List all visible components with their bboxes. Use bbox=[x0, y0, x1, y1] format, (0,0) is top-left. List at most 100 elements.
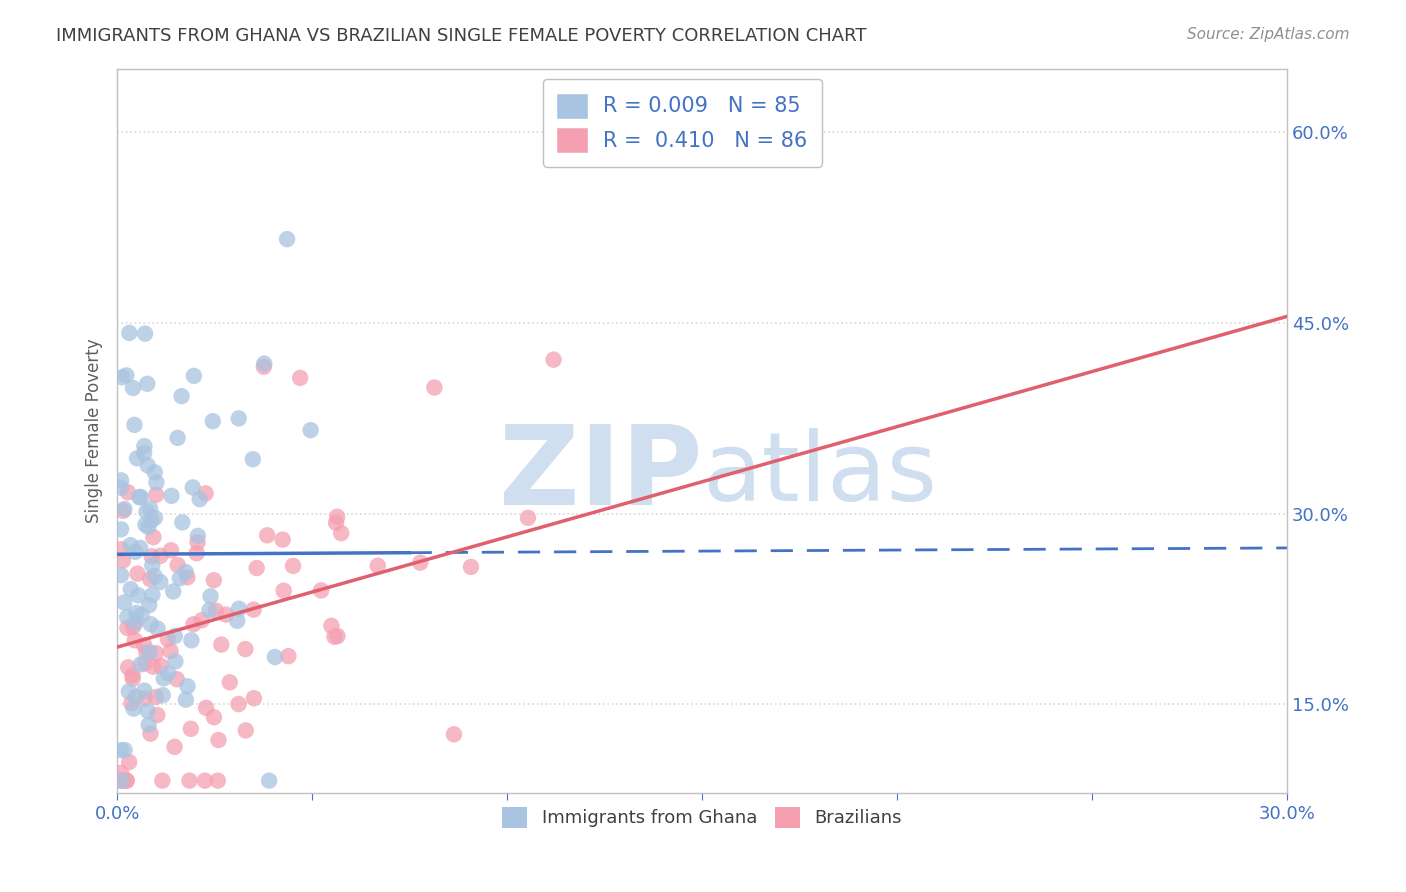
Point bbox=[141, 549, 163, 564]
Point bbox=[149, 659, 172, 673]
Point bbox=[152, 688, 174, 702]
Point bbox=[443, 727, 465, 741]
Point bbox=[121, 668, 143, 682]
Point bbox=[277, 649, 299, 664]
Point bbox=[166, 672, 188, 686]
Point bbox=[156, 632, 179, 646]
Text: Source: ZipAtlas.com: Source: ZipAtlas.com bbox=[1187, 27, 1350, 42]
Point bbox=[205, 604, 228, 618]
Point bbox=[460, 560, 482, 574]
Point bbox=[188, 492, 211, 507]
Point bbox=[146, 708, 169, 723]
Point bbox=[145, 690, 167, 704]
Point bbox=[288, 371, 311, 385]
Point bbox=[138, 645, 160, 659]
Point bbox=[323, 630, 346, 644]
Point bbox=[170, 389, 193, 403]
Point bbox=[134, 691, 156, 706]
Point bbox=[281, 558, 304, 573]
Point bbox=[321, 619, 343, 633]
Point bbox=[110, 765, 132, 780]
Point bbox=[139, 617, 162, 632]
Point bbox=[114, 743, 136, 757]
Point bbox=[160, 489, 183, 503]
Point bbox=[215, 607, 238, 622]
Text: IMMIGRANTS FROM GHANA VS BRAZILIAN SINGLE FEMALE POVERTY CORRELATION CHART: IMMIGRANTS FROM GHANA VS BRAZILIAN SINGL… bbox=[56, 27, 866, 45]
Point bbox=[134, 657, 156, 671]
Point bbox=[139, 726, 162, 740]
Point bbox=[194, 773, 217, 788]
Point bbox=[235, 723, 257, 738]
Point bbox=[136, 376, 159, 391]
Point bbox=[242, 602, 264, 616]
Point bbox=[121, 672, 143, 686]
Point bbox=[142, 659, 165, 673]
Point bbox=[299, 423, 322, 437]
Point bbox=[172, 516, 194, 530]
Point bbox=[183, 368, 205, 383]
Point bbox=[141, 588, 163, 602]
Point bbox=[117, 621, 139, 635]
Point bbox=[233, 642, 256, 657]
Point bbox=[218, 675, 240, 690]
Text: atlas: atlas bbox=[702, 428, 938, 521]
Point bbox=[128, 588, 150, 602]
Point bbox=[243, 691, 266, 706]
Point bbox=[138, 520, 160, 534]
Point bbox=[110, 743, 132, 757]
Point bbox=[157, 666, 180, 681]
Point bbox=[124, 545, 146, 559]
Point bbox=[129, 490, 152, 504]
Point bbox=[110, 568, 132, 582]
Point bbox=[325, 516, 347, 530]
Point bbox=[120, 538, 142, 552]
Point bbox=[145, 475, 167, 490]
Point bbox=[181, 480, 204, 494]
Point bbox=[114, 502, 136, 516]
Point bbox=[138, 718, 160, 732]
Point bbox=[163, 739, 186, 754]
Point bbox=[134, 326, 156, 341]
Point bbox=[159, 644, 181, 658]
Point bbox=[326, 509, 349, 524]
Point bbox=[110, 473, 132, 487]
Point bbox=[134, 439, 156, 453]
Point bbox=[228, 411, 250, 425]
Point bbox=[125, 690, 148, 704]
Point bbox=[309, 583, 332, 598]
Point bbox=[228, 601, 250, 615]
Point bbox=[120, 582, 142, 596]
Point bbox=[276, 232, 298, 246]
Point bbox=[207, 733, 229, 747]
Point bbox=[139, 501, 162, 516]
Point bbox=[186, 546, 208, 560]
Point bbox=[152, 672, 174, 686]
Point bbox=[166, 431, 188, 445]
Point bbox=[409, 556, 432, 570]
Point bbox=[271, 533, 294, 547]
Point bbox=[423, 380, 446, 394]
Point bbox=[142, 530, 165, 544]
Point bbox=[129, 657, 152, 672]
Point bbox=[125, 451, 148, 466]
Point bbox=[226, 614, 249, 628]
Point bbox=[183, 617, 205, 632]
Point bbox=[143, 511, 166, 525]
Point bbox=[139, 572, 162, 586]
Point bbox=[118, 755, 141, 769]
Point bbox=[176, 570, 198, 584]
Point bbox=[162, 584, 184, 599]
Point bbox=[141, 513, 163, 527]
Legend: Immigrants from Ghana, Brazilians: Immigrants from Ghana, Brazilians bbox=[495, 800, 910, 835]
Point bbox=[117, 610, 139, 624]
Point bbox=[124, 633, 146, 648]
Text: ZIP: ZIP bbox=[499, 421, 702, 528]
Point bbox=[517, 510, 540, 524]
Point bbox=[115, 368, 138, 383]
Point bbox=[110, 481, 132, 495]
Point bbox=[117, 660, 139, 674]
Point bbox=[326, 629, 349, 643]
Point bbox=[201, 414, 224, 428]
Point bbox=[146, 622, 169, 636]
Point bbox=[112, 504, 135, 518]
